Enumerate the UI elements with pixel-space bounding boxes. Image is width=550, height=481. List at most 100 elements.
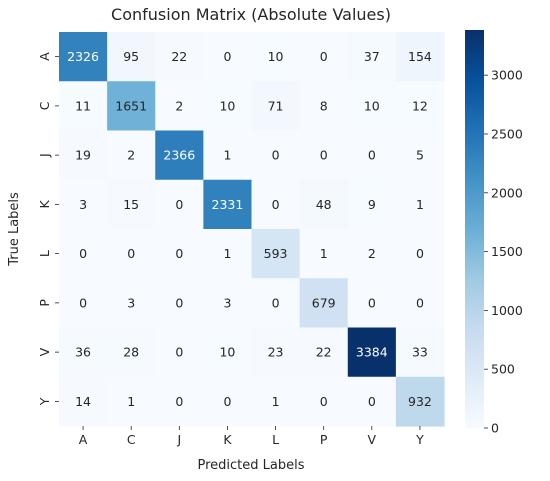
cell-value-label: 3 <box>79 197 87 212</box>
heatmap-cell <box>155 376 204 427</box>
cell-value-label: 22 <box>171 49 187 64</box>
colorbar-gradient <box>465 30 484 428</box>
x-tick-label: P <box>320 432 328 447</box>
cell-value-label: 19 <box>75 148 91 163</box>
cell-value-label: 37 <box>364 49 380 64</box>
heatmap-cell <box>251 229 301 279</box>
cell-value-label: 0 <box>368 394 376 409</box>
heatmap-cell <box>203 376 253 427</box>
cell-value-label: 1 <box>127 394 135 409</box>
cell-value-label: 8 <box>320 98 328 113</box>
cell-value-label: 5 <box>416 148 424 163</box>
y-axis-label: True Labels <box>7 192 22 267</box>
heatmap-cell <box>251 376 301 427</box>
heatmap-cell <box>395 327 445 378</box>
cell-value-label: 1 <box>416 197 424 212</box>
cell-value-label: 3 <box>127 295 135 310</box>
heatmap-cell <box>59 278 108 329</box>
heatmap-cell <box>299 81 349 132</box>
cell-value-label: 0 <box>368 148 376 163</box>
cell-value-label: 0 <box>272 148 280 163</box>
cell-value-label: 154 <box>408 49 432 64</box>
colorbar-tick-label: 2000 <box>491 185 523 200</box>
cell-value-label: 0 <box>320 49 328 64</box>
cell-value-label: 71 <box>268 98 284 113</box>
cell-value-label: 1 <box>223 148 231 163</box>
cell-value-label: 0 <box>416 246 424 261</box>
cell-value-label: 2 <box>127 148 135 163</box>
cell-value-label: 95 <box>123 49 139 64</box>
heatmap-cell <box>59 376 108 427</box>
cell-value-label: 15 <box>123 197 139 212</box>
cell-value-label: 10 <box>219 98 235 113</box>
cell-value-label: 10 <box>219 345 235 360</box>
y-tick-labels: A C J K L P V Y <box>37 52 59 406</box>
heatmap-cell <box>251 32 301 82</box>
heatmap-cell <box>347 81 397 132</box>
colorbar-tick-label: 2500 <box>491 126 523 141</box>
colorbar-tick-label: 1000 <box>491 303 523 318</box>
x-tick-label: J <box>176 432 181 447</box>
cell-value-label: 11 <box>75 98 91 113</box>
heatmap-cell <box>395 179 445 230</box>
heatmap-cell <box>251 179 301 230</box>
chart-title: Confusion Matrix (Absolute Values) <box>111 5 391 24</box>
heatmap-cell <box>299 229 349 279</box>
y-tick-label: K <box>37 199 52 208</box>
x-tick-label: K <box>223 432 232 447</box>
cell-value-label: 0 <box>223 49 231 64</box>
heatmap-cell <box>395 229 445 279</box>
heatmap-cell <box>59 130 108 181</box>
x-tick-label: C <box>127 432 136 447</box>
cell-value-label: 28 <box>123 345 139 360</box>
heatmap-cell <box>203 179 253 230</box>
colorbar: 0 500 1000 1500 2000 2500 3000 <box>465 30 523 436</box>
cell-value-label: 2331 <box>212 197 244 212</box>
heatmap-cell <box>59 32 108 82</box>
cell-value-label: 0 <box>320 394 328 409</box>
heatmap-cell <box>347 327 397 378</box>
cell-value-label: 0 <box>127 246 135 261</box>
cell-value-label: 0 <box>79 246 87 261</box>
cell-value-label: 0 <box>368 295 376 310</box>
cell-value-label: 23 <box>268 345 284 360</box>
heatmap-cell <box>155 327 204 378</box>
x-tick-label: V <box>368 432 377 447</box>
x-tick-label: Y <box>415 432 424 447</box>
heatmap-cell <box>107 179 156 230</box>
heatmap-cell <box>395 376 445 427</box>
cell-value-label: 2366 <box>163 148 195 163</box>
heatmap-cell <box>299 327 349 378</box>
heatmap-cell <box>107 229 156 279</box>
cell-value-label: 1651 <box>115 98 147 113</box>
heatmap-cell <box>299 278 349 329</box>
heatmap-cell <box>59 179 108 230</box>
cell-value-label: 48 <box>316 197 332 212</box>
heatmap-cell <box>107 327 156 378</box>
heatmap-cell <box>107 278 156 329</box>
heatmap-cell <box>347 179 397 230</box>
y-tick-label: C <box>37 101 52 110</box>
heatmap-cell <box>347 278 397 329</box>
heatmap-cell <box>347 130 397 181</box>
heatmap-cell <box>203 130 253 181</box>
cell-value-label: 0 <box>272 295 280 310</box>
heatmap-cell <box>155 278 204 329</box>
heatmap-cell <box>203 278 253 329</box>
x-tick-label: L <box>272 432 279 447</box>
colorbar-tick-label: 500 <box>491 362 515 377</box>
heatmap-cell <box>155 229 204 279</box>
cell-value-label: 3384 <box>356 345 388 360</box>
heatmap-cell <box>299 179 349 230</box>
heatmap-cell <box>203 327 253 378</box>
heatmap-cell <box>59 327 108 378</box>
heatmap-cell <box>347 229 397 279</box>
y-tick-label: L <box>37 250 52 257</box>
cell-value-label: 0 <box>175 345 183 360</box>
cell-value-label: 10 <box>268 49 284 64</box>
x-axis-label: Predicted Labels <box>197 458 304 473</box>
cell-value-label: 0 <box>175 197 183 212</box>
cell-value-label: 3 <box>223 295 231 310</box>
cell-value-label: 0 <box>175 295 183 310</box>
heatmap-cell <box>203 81 253 132</box>
